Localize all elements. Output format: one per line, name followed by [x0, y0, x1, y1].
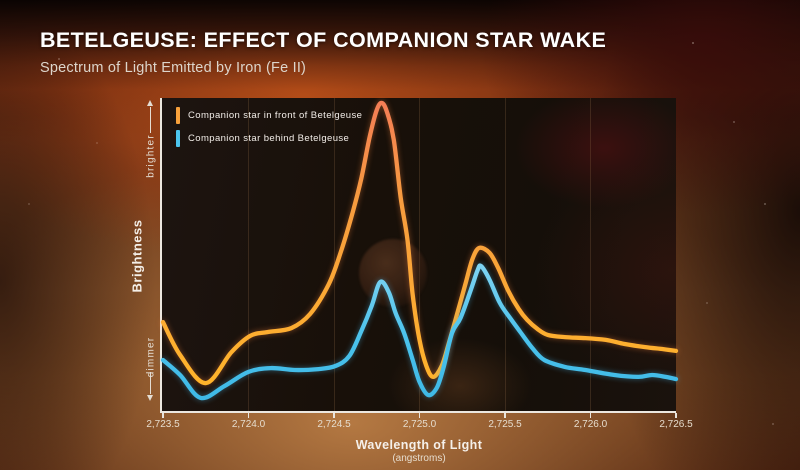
curve-companion-behind	[160, 263, 679, 401]
gridline	[333, 98, 335, 411]
header: BETELGEUSE: EFFECT OF COMPANION STAR WAK…	[40, 28, 606, 76]
legend-item-front: Companion star in front of Betelgeuse	[176, 107, 362, 124]
x-tick	[162, 413, 164, 418]
legend: Companion star in front of Betelgeuse Co…	[176, 107, 362, 147]
x-axis-tick-labels: 2,723.5 2,724.0 2,724.5 2,725.0 2,725.5 2,726…	[146, 419, 692, 431]
x-tick	[333, 413, 335, 418]
y-axis-brighter-label: brighter	[145, 134, 157, 178]
brighter-arrow-icon	[146, 100, 153, 106]
legend-swatch-orange	[176, 107, 180, 124]
x-axis-title: Wavelength of Light	[355, 438, 483, 452]
gridline	[504, 98, 506, 411]
page-title: BETELGEUSE: EFFECT OF COMPANION STAR WAK…	[40, 28, 607, 52]
x-tick	[589, 413, 592, 418]
dimmer-arrow-icon	[146, 395, 153, 401]
x-tick	[675, 413, 677, 418]
spectrum-curves	[160, 100, 679, 401]
plot-area: Companion star in front of Betelgeuse Co…	[160, 98, 679, 413]
x-tick-label: 2,723.5	[146, 419, 180, 430]
brighter-arrow-line	[149, 107, 151, 133]
x-tick	[247, 413, 250, 418]
betelgeuse-star-image	[359, 239, 427, 307]
legend-label-behind: Companion star behind Betelgeuse	[188, 133, 350, 144]
background-stars	[0, 0, 2, 2]
gridline	[590, 98, 591, 411]
y-axis-dimmer-label: dimmer	[145, 336, 157, 378]
legend-label-front: Companion star in front of Betelgeuse	[188, 110, 363, 121]
legend-swatch-blue	[176, 130, 180, 147]
x-tick-label: 2,725.0	[402, 419, 437, 430]
x-tick-label: 2,724.0	[231, 419, 266, 430]
y-axis-title: Brightness	[129, 219, 145, 293]
x-axis-subtitle: (angstroms)	[392, 453, 446, 464]
x-tick-label: 2,724.5	[317, 419, 351, 430]
dimmer-arrow-line	[149, 372, 151, 394]
x-axis-ticks	[162, 413, 677, 419]
x-tick-label: 2,725.5	[488, 419, 522, 430]
gridline	[248, 98, 249, 411]
legend-item-behind: Companion star behind Betelgeuse	[176, 130, 362, 147]
page-subtitle: Spectrum of Light Emitted by Iron (Fe II…	[40, 60, 307, 76]
x-tick	[504, 413, 506, 418]
curve-companion-in-front	[160, 100, 679, 386]
x-tick-label: 2,726.0	[573, 419, 608, 430]
x-tick	[418, 413, 421, 418]
x-tick-label: 2,726.5	[659, 419, 693, 430]
